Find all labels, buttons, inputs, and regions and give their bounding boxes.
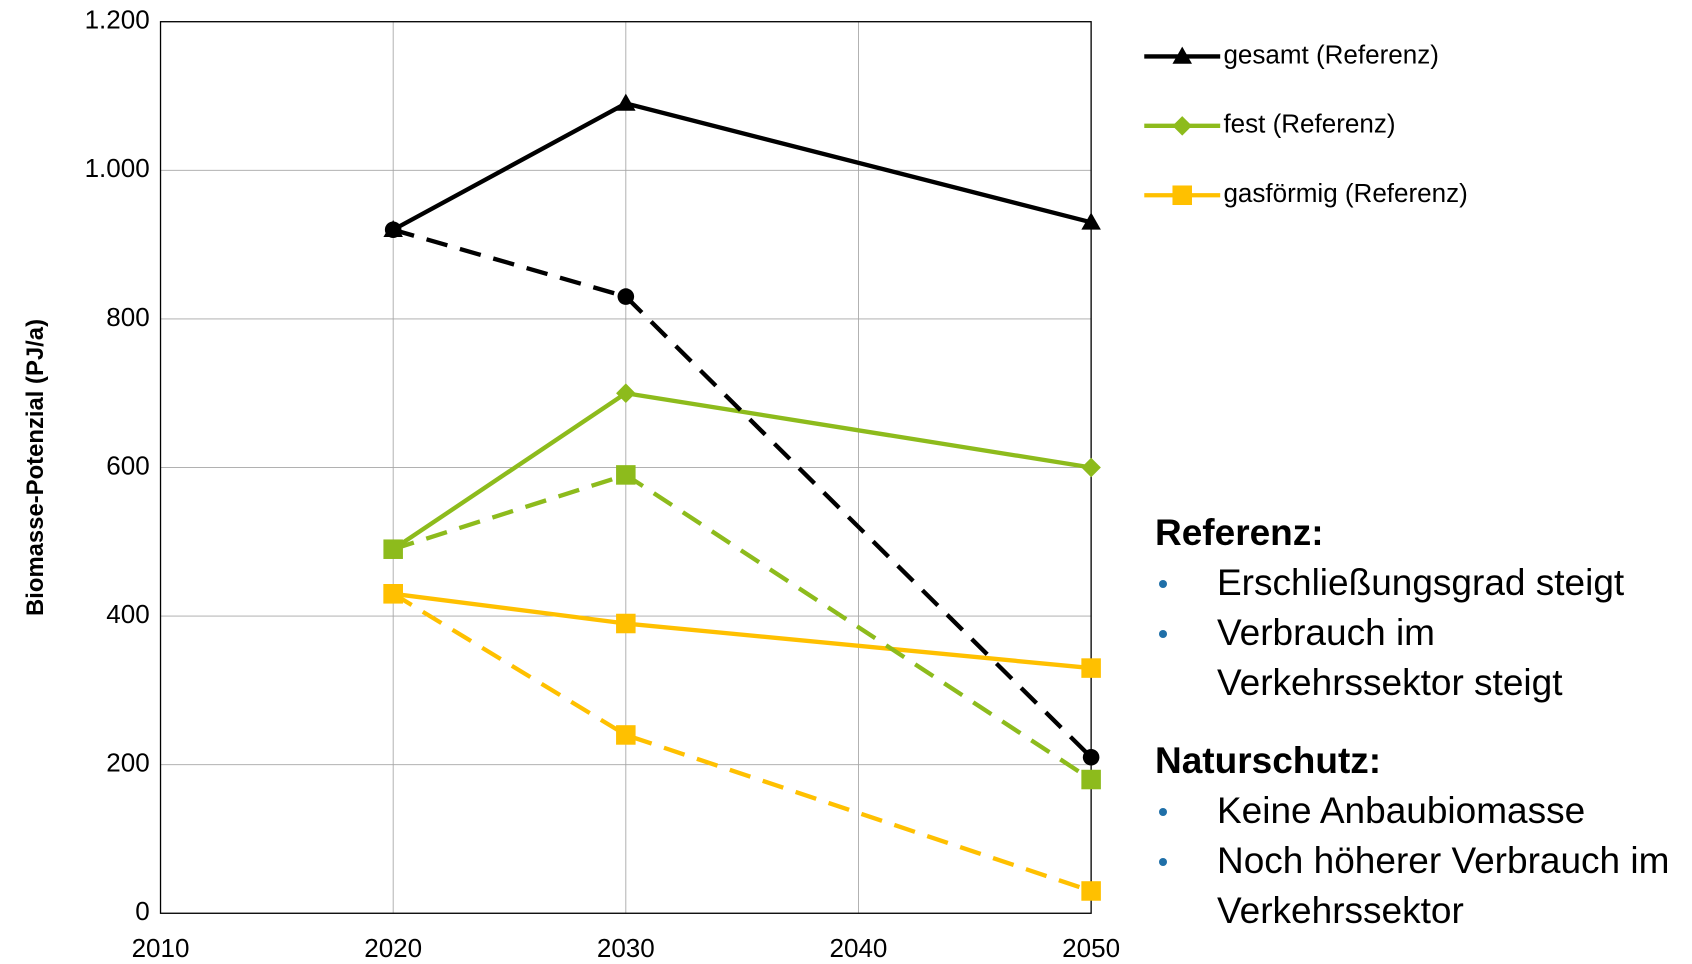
- marker: [1082, 748, 1100, 766]
- y-axis-title: Biomasse-Potenzial (PJ/a): [22, 319, 49, 616]
- line: [391, 391, 1092, 552]
- legend-label: gasförmig (Referenz): [1223, 178, 1467, 208]
- x-tick-label: 2040: [830, 933, 888, 961]
- y-tick-label: 800: [106, 302, 149, 332]
- dashed-line: [392, 227, 1093, 759]
- note-list: Keine Anbaubiomasse Noch höherer Verbrauc…: [1155, 786, 1685, 936]
- dashed-line: [392, 591, 1092, 894]
- legend-item: gesamt (Referenz): [1144, 39, 1439, 69]
- note-heading: Referenz:: [1155, 512, 1324, 553]
- x-tick-label: 2010: [132, 933, 190, 961]
- legend-label: gesamt (Referenz): [1223, 39, 1438, 69]
- note-item: Noch höherer Verbrauch im Verkehrssektor: [1155, 836, 1685, 936]
- dashed-line: [392, 472, 1093, 782]
- marker: [1081, 658, 1101, 678]
- marker: [616, 725, 636, 745]
- y-tick-label: 1.200: [85, 5, 150, 35]
- marker: [1172, 185, 1192, 206]
- y-tick-label: 400: [106, 599, 149, 629]
- marker: [1081, 769, 1101, 790]
- legend-item: gasförmig (Referenz): [1144, 178, 1468, 208]
- marker: [383, 584, 403, 604]
- y-tick-label: 200: [106, 748, 149, 778]
- marker: [616, 613, 636, 634]
- note-item: Erschließungsgrad steigt: [1155, 558, 1685, 608]
- x-tick-label: 2050: [1062, 933, 1120, 961]
- marker: [1172, 46, 1192, 64]
- note-list: Erschließungsgrad steigt Verbrauch im Ver…: [1155, 558, 1685, 708]
- marker: [617, 288, 635, 305]
- marker: [1172, 116, 1192, 136]
- x-tick-label: 2020: [364, 933, 422, 961]
- marker: [383, 539, 403, 559]
- marker: [384, 221, 402, 239]
- marker: [1081, 212, 1101, 230]
- marker: [1081, 881, 1101, 901]
- y-tick-label: 1.000: [85, 153, 150, 183]
- legend-label: fest (Referenz): [1223, 109, 1395, 139]
- marker: [616, 465, 636, 485]
- y-tick-label: 600: [106, 450, 149, 480]
- note-item: Keine Anbaubiomasse: [1155, 786, 1685, 836]
- marker: [616, 93, 636, 111]
- note-item: Verbrauch im Verkehrssektor steigt: [1155, 608, 1685, 708]
- y-tick-label: 0: [135, 896, 149, 926]
- notes: Referenz: Erschließungsgrad steigt Verbrau…: [1155, 508, 1685, 964]
- line: [392, 101, 1092, 232]
- legend-item: fest (Referenz): [1144, 109, 1396, 139]
- marker: [1081, 457, 1101, 478]
- note-heading: Naturschutz:: [1155, 740, 1382, 781]
- x-tick-label: 2030: [597, 933, 655, 961]
